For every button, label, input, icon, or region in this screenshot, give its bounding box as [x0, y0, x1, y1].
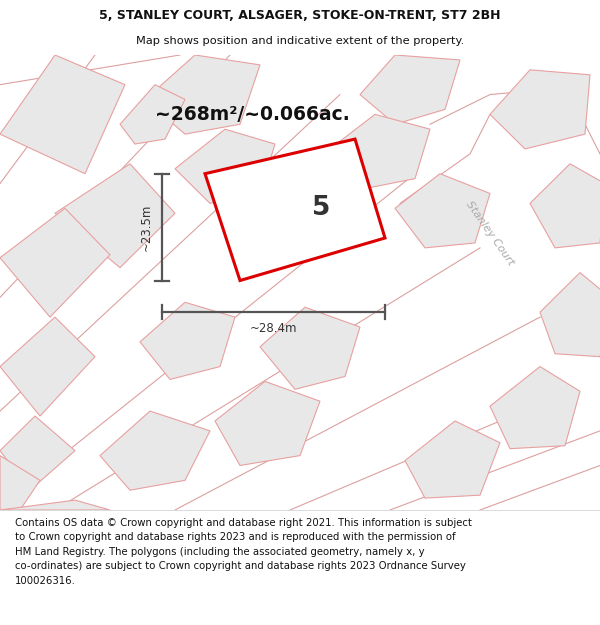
Polygon shape [490, 367, 580, 449]
Polygon shape [0, 208, 110, 317]
Polygon shape [530, 164, 600, 248]
Text: Contains OS data © Crown copyright and database right 2021. This information is : Contains OS data © Crown copyright and d… [15, 518, 472, 586]
Polygon shape [175, 129, 275, 203]
Polygon shape [0, 456, 40, 510]
Polygon shape [100, 411, 210, 490]
Polygon shape [120, 84, 185, 144]
Text: 5, STANLEY COURT, ALSAGER, STOKE-ON-TRENT, ST7 2BH: 5, STANLEY COURT, ALSAGER, STOKE-ON-TREN… [99, 9, 501, 22]
Polygon shape [145, 55, 260, 134]
Polygon shape [0, 500, 110, 510]
Polygon shape [205, 139, 385, 281]
Text: Stanley Court: Stanley Court [464, 199, 516, 267]
Polygon shape [55, 164, 175, 268]
Polygon shape [0, 317, 95, 416]
Polygon shape [215, 381, 320, 466]
Polygon shape [540, 272, 600, 357]
Polygon shape [360, 55, 460, 124]
Polygon shape [260, 308, 360, 389]
Polygon shape [490, 70, 590, 149]
Text: Map shows position and indicative extent of the property.: Map shows position and indicative extent… [136, 36, 464, 46]
Polygon shape [0, 55, 125, 174]
Polygon shape [0, 416, 75, 490]
Polygon shape [395, 174, 490, 248]
Polygon shape [140, 302, 235, 379]
Polygon shape [405, 421, 500, 498]
Text: 5: 5 [312, 195, 331, 221]
Text: ~268m²/~0.066ac.: ~268m²/~0.066ac. [155, 104, 349, 124]
Text: ~23.5m: ~23.5m [139, 203, 152, 251]
Text: ~28.4m: ~28.4m [250, 322, 297, 336]
Polygon shape [330, 114, 430, 189]
